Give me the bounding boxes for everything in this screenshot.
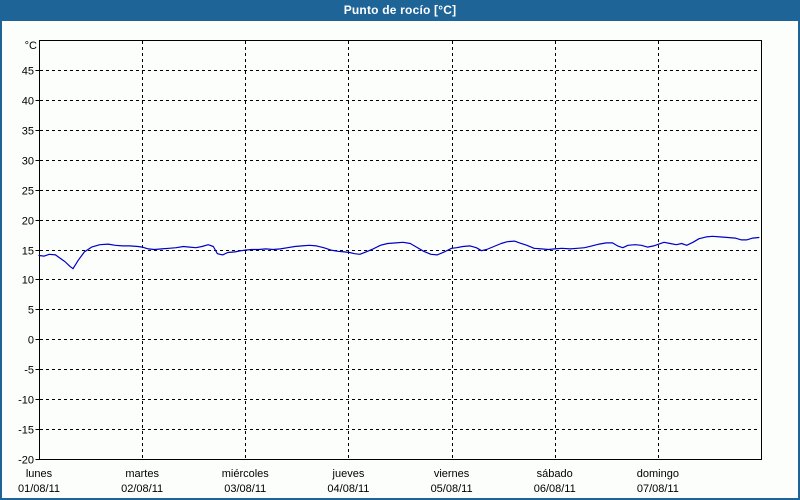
y-unit-label: °C	[25, 40, 37, 52]
data-line-punto-de-rocio	[38, 235, 760, 270]
y-tick-label: 30	[22, 156, 34, 168]
x-date-label: 05/08/11	[431, 483, 473, 495]
gridlines	[40, 41, 760, 458]
y-tick-label: -5	[24, 365, 34, 377]
x-date-label: 06/08/11	[534, 483, 576, 495]
x-date-label: 01/08/11	[18, 483, 60, 495]
x-date-label: 02/08/11	[121, 483, 163, 495]
x-day-label: domingo	[637, 468, 679, 480]
x-day-label: sábado	[537, 468, 573, 480]
y-tick-label: 40	[22, 96, 34, 108]
y-tick-label: -20	[18, 455, 34, 467]
window-titlebar: Punto de rocío [°C]	[0, 0, 800, 21]
y-tick-label: 0	[28, 335, 34, 347]
y-tick-label: 20	[22, 216, 34, 228]
x-date-label: 03/08/11	[224, 483, 266, 495]
x-day-label: martes	[125, 468, 159, 480]
x-date-label: 04/08/11	[327, 483, 369, 495]
y-tick-label: 10	[22, 275, 34, 287]
axes	[35, 40, 762, 460]
y-tick-label: -15	[18, 425, 34, 437]
x-date-label: 07/08/11	[637, 483, 679, 495]
window-title: Punto de rocío [°C]	[343, 3, 457, 17]
y-tick-label: 45	[22, 66, 34, 78]
x-day-label: jueves	[332, 468, 365, 480]
y-tick-label: 25	[22, 186, 34, 198]
plot-border	[39, 40, 762, 460]
x-day-label: miércoles	[222, 468, 270, 480]
y-tick-label: 15	[22, 246, 34, 258]
y-tick-label: 5	[28, 305, 34, 317]
y-tick-label: -10	[18, 395, 34, 407]
axis-labels: 45 40 35 30 25 20 15 10 5 0 -5 -10 -15 -20 °C lunes 01/0…	[18, 40, 679, 495]
x-day-label: lunes	[26, 468, 53, 480]
x-day-label: viernes	[434, 468, 470, 480]
y-tick-label: 35	[22, 126, 34, 138]
